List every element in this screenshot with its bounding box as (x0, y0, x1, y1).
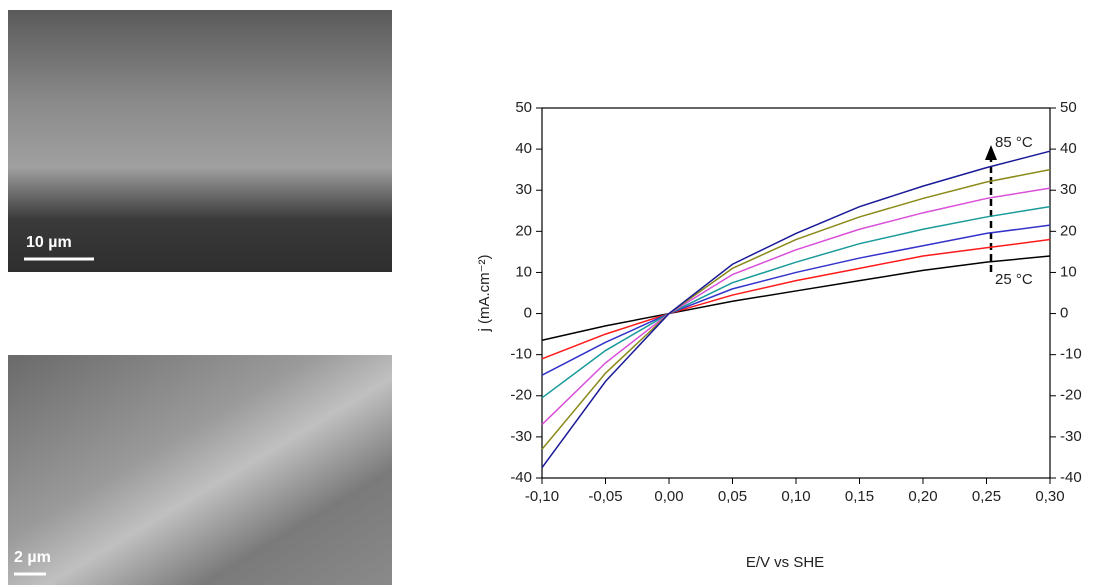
y-tick-label: 0 (524, 305, 532, 322)
y-tick-label-right: -30 (1060, 428, 1082, 445)
y-tick-label: -30 (510, 428, 532, 445)
x-tick-label: 0,05 (718, 488, 747, 505)
y-tick-label-right: 30 (1060, 181, 1077, 198)
scale-label: 10 µm (26, 234, 72, 251)
annotation: 25 °C (995, 271, 1033, 288)
y-tick-label-right: 40 (1060, 140, 1077, 157)
series-line (541, 224, 1051, 376)
y-tick-label-right: 20 (1060, 222, 1077, 239)
x-tick-label: 0,30 (1035, 488, 1064, 505)
y-tick-label: 10 (515, 263, 532, 280)
x-axis-label: E/V vs SHE (746, 554, 824, 571)
sem-image-bottom: 2 µm (8, 355, 392, 585)
y-tick-label-right: -10 (1060, 346, 1082, 363)
series-line (541, 187, 1051, 426)
y-tick-label: 50 (515, 99, 532, 116)
plot-frame (541, 107, 1051, 479)
y-tick-label: -10 (510, 346, 532, 363)
x-tick-label: 0,15 (845, 488, 874, 505)
x-tick-label: 0,20 (908, 488, 937, 505)
series-line (541, 168, 1051, 450)
y-tick-label: -20 (510, 387, 532, 404)
x-tick-label: 0,00 (654, 488, 683, 505)
x-tick-label: -0,05 (588, 488, 622, 505)
y-axis-label: j (mA.cm⁻²) (476, 254, 493, 332)
y-tick-label: 40 (515, 140, 532, 157)
chart: E/V vs SHE j (mA.cm⁻²) 85 °C 25 °C -40 -4… (476, 99, 1082, 571)
x-tick-label: -0,10 (525, 488, 559, 505)
sem-image-top: 10 µm (8, 10, 392, 272)
x-tick-label: 0,10 (781, 488, 810, 505)
series-line (541, 255, 1051, 342)
y-tick-label-right: 50 (1060, 99, 1077, 116)
arrow-head (985, 145, 997, 160)
x-tick-label: 0,25 (972, 488, 1001, 505)
y-tick-label: -40 (510, 469, 532, 486)
annotation: 85 °C (995, 134, 1033, 151)
series-line (541, 205, 1051, 399)
y-tick-label: 20 (515, 222, 532, 239)
series-line (541, 238, 1051, 360)
y-tick-label: 30 (515, 181, 532, 198)
scale-label: 2 µm (14, 549, 51, 566)
y-tick-label-right: 0 (1060, 305, 1068, 322)
series-line (541, 150, 1051, 469)
y-tick-label-right: 10 (1060, 263, 1077, 280)
y-tick-label-right: -20 (1060, 387, 1082, 404)
y-tick-label-right: -40 (1060, 469, 1082, 486)
